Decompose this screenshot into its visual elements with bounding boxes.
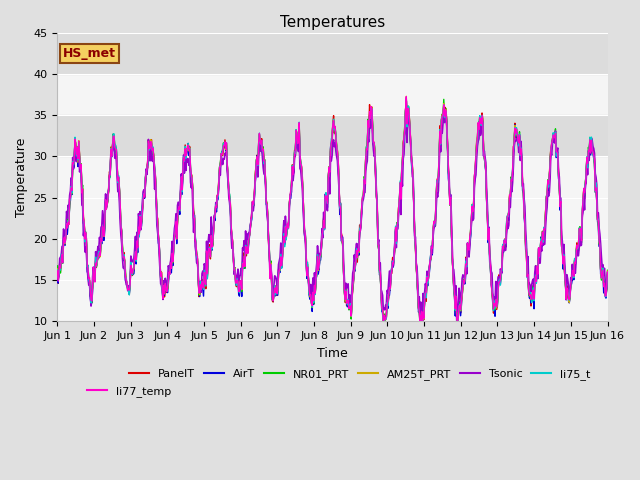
li77_temp xyxy=(176,206,184,212)
li75_t xyxy=(399,144,407,149)
PanelT xyxy=(403,98,410,104)
li75_t xyxy=(403,96,410,101)
li75_t xyxy=(205,247,212,252)
Line: li77_temp: li77_temp xyxy=(58,96,607,327)
Title: Temperatures: Temperatures xyxy=(280,15,385,30)
AirT xyxy=(63,231,71,237)
AirT xyxy=(416,321,424,326)
Tsonic xyxy=(63,215,71,221)
NR01_PRT xyxy=(54,263,61,269)
li77_temp xyxy=(419,324,426,330)
li77_temp xyxy=(54,268,61,274)
AirT xyxy=(419,324,426,330)
Legend: li77_temp: li77_temp xyxy=(83,382,175,402)
li77_temp xyxy=(416,323,424,328)
Text: HS_met: HS_met xyxy=(63,47,116,60)
Tsonic xyxy=(399,156,407,161)
Tsonic xyxy=(176,206,184,212)
AirT xyxy=(399,144,407,150)
AM25T_PRT xyxy=(419,325,426,331)
PanelT xyxy=(399,141,407,146)
li75_t xyxy=(54,267,61,273)
AirT xyxy=(604,272,611,278)
li77_temp xyxy=(403,94,410,99)
Bar xyxy=(58,115,607,156)
Line: Tsonic: Tsonic xyxy=(58,101,607,318)
PanelT xyxy=(176,207,184,213)
li75_t xyxy=(604,271,611,276)
AM25T_PRT xyxy=(416,322,424,327)
NR01_PRT xyxy=(176,206,184,212)
Tsonic xyxy=(205,232,212,238)
PanelT xyxy=(419,323,426,329)
AM25T_PRT xyxy=(63,224,71,230)
AM25T_PRT xyxy=(176,208,184,214)
NR01_PRT xyxy=(440,96,447,102)
NR01_PRT xyxy=(399,140,407,146)
AM25T_PRT xyxy=(399,141,407,146)
Line: PanelT: PanelT xyxy=(58,101,607,326)
li77_temp xyxy=(205,245,212,251)
X-axis label: Time: Time xyxy=(317,347,348,360)
Tsonic xyxy=(416,315,424,321)
li75_t xyxy=(419,328,426,334)
li77_temp xyxy=(604,269,611,275)
Bar xyxy=(58,33,607,74)
li75_t xyxy=(176,207,184,213)
AirT xyxy=(176,212,184,217)
li77_temp xyxy=(120,254,128,260)
NR01_PRT xyxy=(63,222,71,228)
NR01_PRT xyxy=(205,245,212,251)
li77_temp xyxy=(63,225,71,231)
NR01_PRT xyxy=(604,267,611,273)
PanelT xyxy=(205,244,212,250)
Line: NR01_PRT: NR01_PRT xyxy=(58,99,607,327)
AM25T_PRT xyxy=(54,266,61,272)
PanelT xyxy=(120,250,128,255)
PanelT xyxy=(416,316,424,322)
AM25T_PRT xyxy=(120,252,128,258)
AM25T_PRT xyxy=(403,94,410,99)
Y-axis label: Temperature: Temperature xyxy=(15,137,28,216)
NR01_PRT xyxy=(416,324,424,330)
PanelT xyxy=(604,272,611,277)
li77_temp xyxy=(399,141,407,147)
AirT xyxy=(205,251,212,256)
Tsonic xyxy=(604,270,611,276)
Tsonic xyxy=(403,98,410,104)
AM25T_PRT xyxy=(604,268,611,274)
li75_t xyxy=(416,322,424,327)
AirT xyxy=(403,97,410,103)
Tsonic xyxy=(54,273,61,279)
PanelT xyxy=(54,273,61,279)
AM25T_PRT xyxy=(205,245,212,251)
Line: AM25T_PRT: AM25T_PRT xyxy=(58,96,607,328)
Tsonic xyxy=(417,299,425,305)
li75_t xyxy=(120,252,128,257)
Line: AirT: AirT xyxy=(58,100,607,327)
Tsonic xyxy=(120,265,128,271)
PanelT xyxy=(63,225,71,231)
li75_t xyxy=(63,222,71,228)
AirT xyxy=(54,266,61,272)
NR01_PRT xyxy=(415,309,423,314)
NR01_PRT xyxy=(120,255,128,261)
AirT xyxy=(120,255,128,261)
Line: li75_t: li75_t xyxy=(58,98,607,331)
